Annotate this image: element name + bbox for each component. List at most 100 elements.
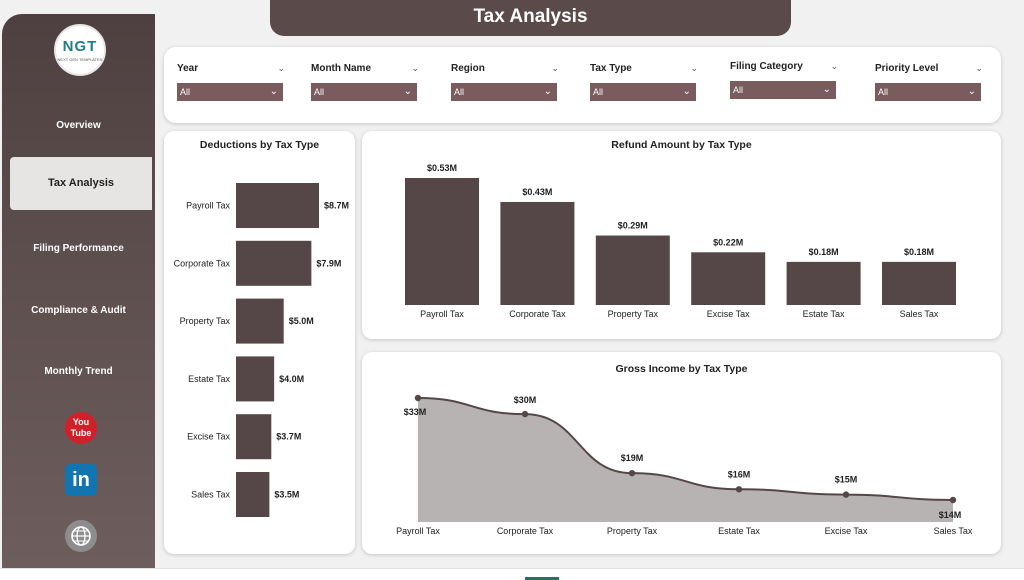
chevron-down-icon[interactable]: ⌄ [690, 63, 698, 73]
deductions-panel: Deductions by Tax Type Payroll Tax $8.7M C… [164, 131, 355, 554]
deductions-bar[interactable] [236, 183, 319, 228]
refund-category-label: Payroll Tax [420, 309, 464, 319]
gross-income-point[interactable] [521, 410, 529, 418]
deductions-data-label: $5.0M [289, 316, 314, 326]
nav-item-tax-analysis[interactable]: Tax Analysis [10, 157, 152, 210]
refund-category-label: Estate Tax [803, 309, 845, 319]
chevron-down-icon[interactable]: ⌄ [830, 61, 838, 71]
gross-income-point[interactable] [414, 394, 422, 402]
chevron-down-icon: ⌄ [682, 86, 691, 97]
deductions-category-label: Corporate Tax [174, 258, 231, 268]
deductions-data-label: $8.7M [324, 201, 349, 211]
refund-data-label: $0.18M [904, 247, 934, 257]
nav-item-overview[interactable]: Overview [56, 120, 101, 131]
deductions-bar[interactable] [236, 298, 284, 344]
gross-income-data-label: $16M [728, 469, 751, 479]
youtube-icon[interactable]: You Tube [65, 412, 97, 444]
chevron-down-icon: ⌄ [543, 86, 552, 97]
filter-priority-level: Priority Level ⌄ All ⌄ [875, 63, 983, 101]
gross-income-point[interactable] [735, 486, 743, 493]
filter-label: Region [451, 63, 485, 74]
gross-income-data-label: $30M [514, 395, 537, 405]
nav-item-monthly-trend[interactable]: Monthly Trend [44, 366, 113, 377]
chevron-down-icon[interactable]: ⌄ [277, 63, 285, 73]
refund-bar[interactable] [691, 252, 766, 305]
deductions-data-label: $4.0M [279, 374, 304, 384]
deductions-bar[interactable] [236, 356, 275, 402]
nav-item-compliance-audit[interactable]: Compliance & Audit [31, 305, 126, 316]
sidebar: NGT NEXT GEN TEMPLATES Overview Tax Anal… [2, 14, 155, 568]
gross-income-point[interactable] [949, 496, 957, 504]
filter-label: Priority Level [875, 63, 939, 74]
filter-region: Region ⌄ All ⌄ [451, 63, 559, 101]
filter-year: Year ⌄ All ⌄ [177, 63, 285, 101]
chevron-down-icon[interactable]: ⌄ [975, 63, 983, 73]
refund-data-label: $0.53M [427, 163, 457, 173]
refund-bar[interactable] [882, 261, 956, 305]
year-dropdown[interactable]: All ⌄ [177, 83, 283, 101]
refund-panel: Refund Amount by Tax Type $0.53M Payroll … [362, 131, 1001, 339]
globe-icon[interactable] [65, 520, 97, 552]
deductions-bar[interactable] [236, 240, 312, 286]
gross-income-category-label: Property Tax [607, 526, 658, 536]
gross-income-point[interactable] [842, 491, 850, 498]
gross-income-category-label: Payroll Tax [396, 526, 440, 536]
filter-label: Month Name [311, 63, 371, 74]
refund-category-label: Corporate Tax [509, 309, 566, 319]
refund-data-label: $0.29M [618, 221, 648, 231]
refund-category-label: Sales Tax [900, 309, 939, 319]
priority-level-dropdown[interactable]: All ⌄ [875, 83, 981, 101]
gross-income-panel: Gross Income by Tax Type $33M Payroll Tax… [362, 352, 1001, 554]
deductions-category-label: Property Tax [180, 316, 231, 326]
chevron-down-icon: ⌄ [822, 84, 831, 95]
filter-label: Filing Category [730, 61, 803, 72]
nav-item-filing-performance[interactable]: Filing Performance [33, 243, 124, 254]
gross-income-area [418, 398, 953, 522]
deductions-data-label: $3.5M [274, 490, 299, 500]
filter-label: Tax Type [590, 63, 632, 74]
gross-income-chart: $33M Payroll Tax $30M Corporate Tax $19M Prop… [396, 394, 973, 536]
chevron-down-icon: ⌄ [269, 86, 278, 97]
deductions-bar[interactable] [236, 472, 270, 517]
bottom-page-strip [0, 568, 1024, 580]
filter-tax-type: Tax Type ⌄ All ⌄ [590, 63, 698, 101]
deductions-category-label: Excise Tax [187, 432, 230, 442]
deductions-chart: Payroll Tax $8.7M Corporate Tax $7.9M Proper… [174, 183, 349, 517]
refund-chart: $0.53M Payroll Tax $0.43M Corporate Tax $0.2… [405, 163, 956, 319]
filing-category-dropdown[interactable]: All ⌄ [730, 81, 836, 99]
refund-bar[interactable] [500, 201, 575, 305]
gross-income-category-label: Excise Tax [825, 526, 868, 536]
gross-income-data-label: $19M [621, 453, 644, 463]
logo-text: NGT [62, 38, 98, 55]
chevron-down-icon[interactable]: ⌄ [551, 63, 559, 73]
page-title: Tax Analysis [270, 0, 791, 36]
month-name-dropdown[interactable]: All ⌄ [311, 83, 417, 101]
refund-bar[interactable] [786, 261, 861, 305]
gross-income-point[interactable] [628, 469, 636, 477]
refund-bar[interactable] [595, 235, 670, 305]
refund-data-label: $0.22M [713, 237, 743, 247]
gross-income-data-label: $33M [404, 407, 427, 417]
deductions-data-label: $3.7M [276, 432, 301, 442]
page-indicator[interactable] [525, 577, 559, 580]
region-dropdown[interactable]: All ⌄ [451, 83, 557, 101]
refund-bar[interactable] [405, 178, 479, 305]
gross-income-category-label: Corporate Tax [497, 526, 554, 536]
deductions-category-label: Sales Tax [191, 490, 230, 500]
filter-filing-category: Filing Category ⌄ All ⌄ [730, 61, 838, 99]
logo[interactable]: NGT NEXT GEN TEMPLATES [54, 24, 106, 76]
filter-label: Year [177, 63, 199, 74]
deductions-bar[interactable] [236, 414, 272, 460]
filter-panel: Year ⌄ All ⌄ Month Name ⌄ All ⌄ Region ⌄ A… [164, 47, 1001, 123]
gross-income-data-label: $14M [939, 510, 962, 520]
refund-category-label: Property Tax [608, 309, 659, 319]
gross-income-data-label: $15M [835, 475, 858, 485]
tax-type-dropdown[interactable]: All ⌄ [590, 83, 696, 101]
filter-month-name: Month Name ⌄ All ⌄ [311, 63, 419, 101]
chevron-down-icon[interactable]: ⌄ [411, 63, 419, 73]
gross-income-line[interactable] [417, 397, 954, 501]
gross-income-chart-title: Gross Income by Tax Type [615, 363, 748, 375]
refund-chart-title: Refund Amount by Tax Type [611, 139, 752, 151]
gross-income-category-label: Sales Tax [934, 526, 973, 536]
linkedin-icon[interactable]: in [65, 464, 97, 496]
